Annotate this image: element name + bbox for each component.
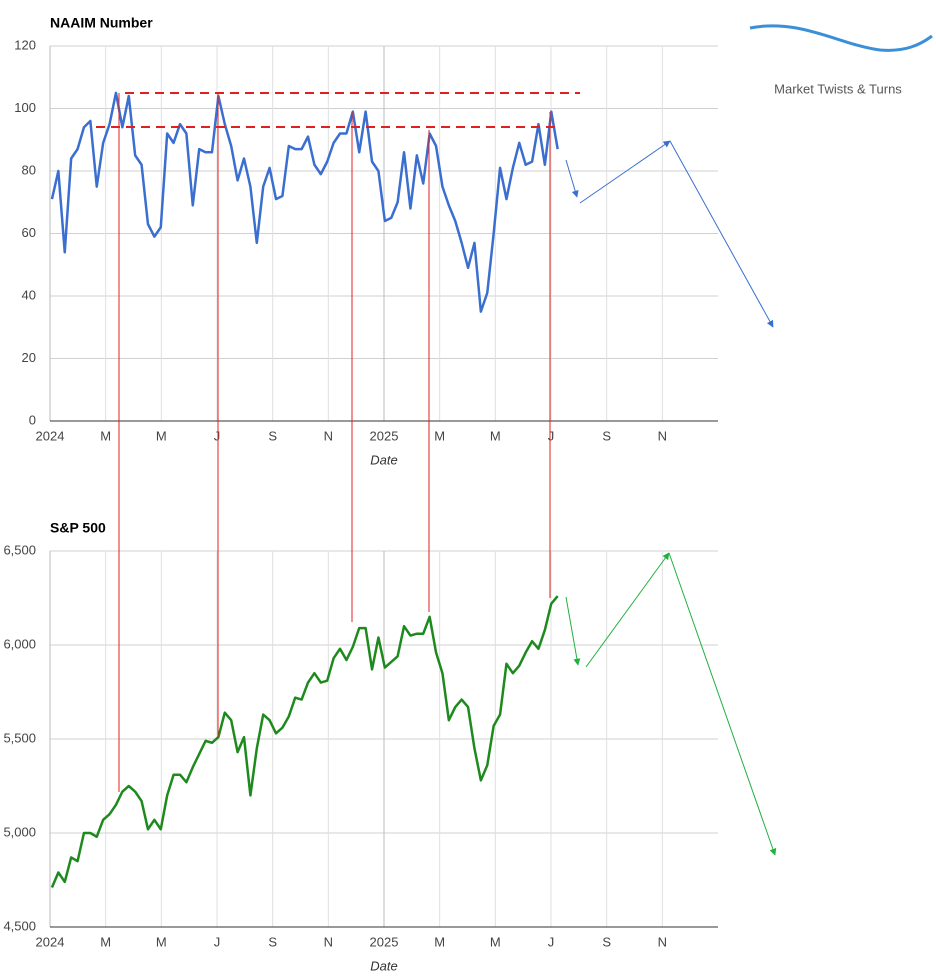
x-tick-label: M [156, 934, 167, 949]
x-tick-label: J [214, 934, 221, 949]
arrow [565, 159, 579, 198]
x-axis-label: Date [370, 958, 397, 973]
y-tick-label: 40 [22, 287, 36, 302]
y-tick-label: 6,500 [3, 542, 36, 557]
x-tick-label: M [434, 934, 445, 949]
logo-wave [749, 24, 933, 52]
x-tick-label: M [490, 428, 501, 443]
y-tick-label: 6,000 [3, 636, 36, 651]
x-tick-label: 2024 [36, 934, 65, 949]
x-tick-label: N [324, 934, 333, 949]
y-tick-label: 4,500 [3, 918, 36, 933]
arrow [669, 140, 774, 328]
chart-title: S&P 500 [50, 520, 106, 536]
data-line [50, 595, 559, 889]
data-line [50, 91, 559, 313]
x-tick-label: M [490, 934, 501, 949]
y-tick-label: 80 [22, 162, 36, 177]
x-tick-label: 2024 [36, 428, 65, 443]
x-tick-label: M [100, 934, 111, 949]
x-tick-label: M [100, 428, 111, 443]
arrow [579, 140, 671, 204]
x-tick-label: N [658, 428, 667, 443]
x-tick-label: J [214, 428, 221, 443]
arrow [668, 552, 777, 856]
y-tick-label: 5,500 [3, 730, 36, 745]
chart-title: NAAIM Number [50, 15, 153, 31]
y-tick-label: 0 [29, 412, 36, 427]
x-tick-label: S [602, 428, 611, 443]
x-tick-label: 2025 [370, 934, 399, 949]
x-tick-label: J [548, 428, 555, 443]
charts: NAAIM Number 0 20 40 60 80 100 120 2024 M M J S N 2025… [3, 15, 718, 973]
arrow [585, 552, 670, 668]
y-tick-label: 20 [22, 350, 36, 365]
arrow [565, 596, 581, 666]
x-tick-label: N [324, 428, 333, 443]
x-tick-label: S [602, 934, 611, 949]
projection-arrows [565, 140, 777, 856]
annotations [96, 92, 580, 792]
x-tick-label: S [268, 428, 277, 443]
x-tick-label: M [434, 428, 445, 443]
x-tick-label: N [658, 934, 667, 949]
x-tick-label: 2025 [370, 428, 399, 443]
y-tick-label: 120 [14, 37, 36, 52]
x-axis-label: Date [370, 452, 397, 467]
x-tick-label: S [268, 934, 277, 949]
x-tick-label: M [156, 428, 167, 443]
x-tick-label: J [548, 934, 555, 949]
y-tick-label: 60 [22, 225, 36, 240]
logo-text: Market Twists & Turns [774, 81, 902, 96]
y-tick-label: 100 [14, 100, 36, 115]
y-tick-label: 5,000 [3, 824, 36, 839]
